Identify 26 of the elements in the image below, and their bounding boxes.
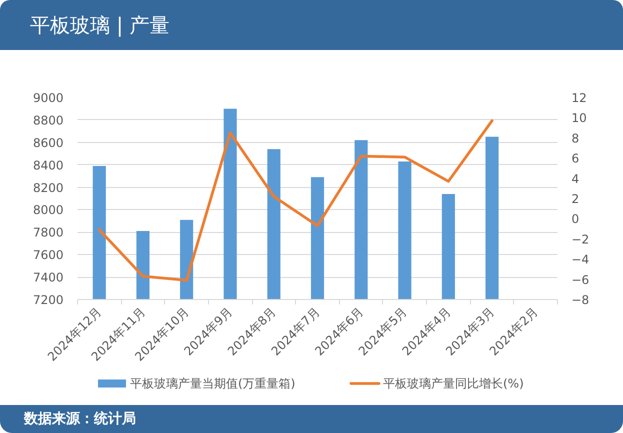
y2-tick-label: 0 <box>572 212 580 226</box>
y-tick-label: 8200 <box>32 180 64 195</box>
y2-tick-label: 6 <box>572 152 580 166</box>
y-tick-label: 8600 <box>32 136 64 150</box>
y-tick-label: 7400 <box>32 270 64 285</box>
chart-title: 平板玻璃 | 产量 <box>30 12 170 39</box>
y2-tick-label: 2 <box>572 192 580 206</box>
y-tick-label: 7600 <box>32 248 64 262</box>
y2-tick-label: −8 <box>572 293 590 307</box>
y-tick-label: 8800 <box>32 113 64 128</box>
y-tick-label: 7800 <box>32 226 64 240</box>
legend-label: 平板玻璃产量当期值(万重量箱) <box>130 376 296 390</box>
y-tick-label: 8400 <box>32 158 64 172</box>
line-series <box>98 119 494 282</box>
y2-tick-label: 12 <box>572 91 587 105</box>
y2-tick-label: −4 <box>572 252 590 267</box>
y2-tick-label: −6 <box>572 272 590 287</box>
y2-tick-label: 4 <box>572 172 580 186</box>
y2-tick-label: 8 <box>572 131 580 146</box>
y2-tick-label: −2 <box>572 232 590 246</box>
y-tick-label: 7200 <box>32 293 64 307</box>
y-tick-label: 8000 <box>32 203 64 218</box>
y-tick-label: 9000 <box>32 91 64 105</box>
source-note: 数据来源：统计局 <box>24 410 136 429</box>
legend-label: 平板玻璃产量同比增长(%) <box>383 376 524 390</box>
y2-tick-label: 10 <box>572 111 587 126</box>
